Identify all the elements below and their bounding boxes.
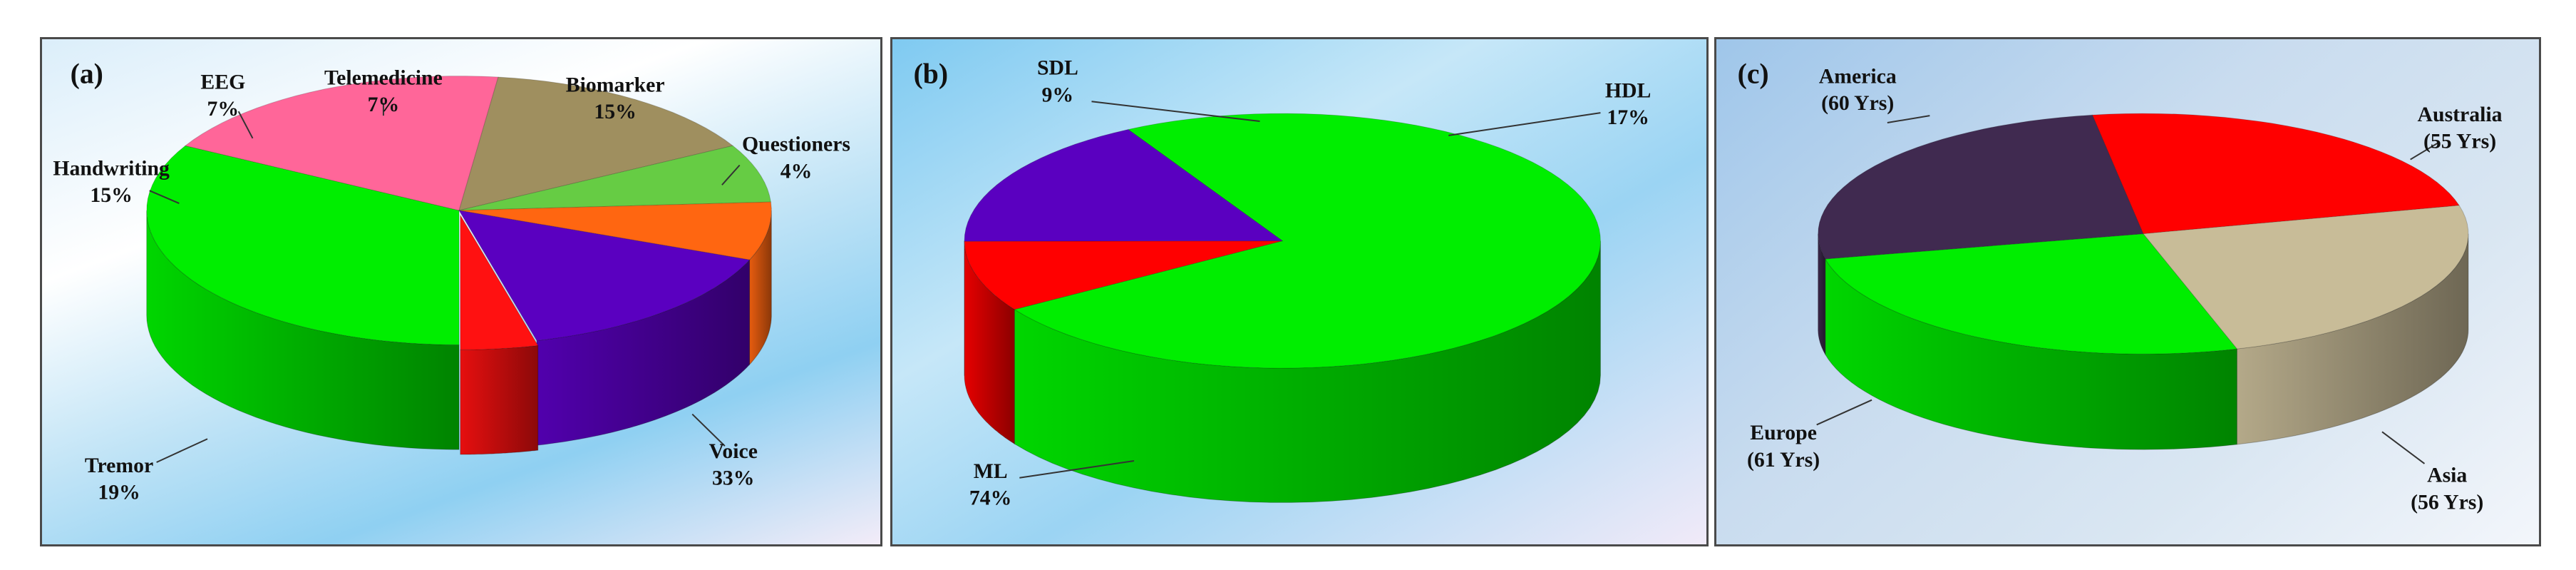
slice-label-europe: Europe — [1750, 421, 1817, 444]
pie-slice-telemedicine — [458, 201, 772, 260]
panel-label: (b) — [914, 58, 948, 89]
pie-slice-america — [1818, 114, 2144, 260]
pie-slices — [146, 76, 772, 350]
pie-slice-voice — [146, 145, 460, 345]
pie-slices — [964, 113, 1601, 369]
slice-label-australia: Australia — [2418, 103, 2503, 126]
leader-line-sdl — [1091, 101, 1260, 123]
slice-label-ml: ML — [974, 459, 1008, 483]
pie-walls — [146, 210, 772, 455]
pie-chart-b-svg: (b) ML 74% SDL 9% HDL 17% — [914, 56, 1652, 510]
leader-line-questioners — [721, 164, 741, 185]
pie-chart-panel-b: (b) ML 74% SDL 9% HDL 17% — [890, 37, 1709, 546]
slice-value-america: (60 Yrs) — [1821, 91, 1894, 115]
pie-walls — [964, 240, 1601, 503]
leader-line-europe — [1816, 399, 1872, 426]
slice-value-eeg: 7% — [207, 97, 239, 121]
leader-line-asia — [2381, 431, 2426, 464]
slice-value-australia: (55 Yrs) — [2423, 130, 2496, 153]
pie-slice-sdl — [964, 240, 1283, 310]
slice-label-telemedicine: Telemedicine — [324, 66, 443, 89]
slice-label-asia: Asia — [2427, 464, 2467, 487]
leader-line-tremor — [156, 438, 208, 463]
slice-label-tremor: Tremor — [85, 454, 153, 477]
pie-labels: Australia (55 Yrs) Asia (56 Yrs) Europe (61 Y… — [1747, 64, 2503, 514]
panel-label: (a) — [71, 58, 103, 89]
pie-chart-c-svg: (c) Australia (55 Yrs) Asia (56 Yrs) Europe (6… — [1738, 58, 2503, 514]
pie-wall-america — [1818, 233, 1826, 356]
slice-label-eeg: EEG — [200, 70, 245, 93]
slice-label-voice: Voice — [709, 439, 758, 463]
pie-slices — [1818, 113, 2469, 355]
leader-line-voice — [691, 413, 726, 447]
pie-labels: ML 74% SDL 9% HDL 17% — [969, 56, 1651, 510]
slice-value-telemedicine: 7% — [368, 93, 400, 116]
pie-slice-europe — [1824, 233, 2238, 355]
pie-slice-hdl — [964, 128, 1284, 242]
panel-label: (c) — [1738, 58, 1769, 89]
slice-value-europe: (61 Yrs) — [1747, 448, 1820, 472]
pie-wall-voice — [146, 210, 460, 450]
slice-value-hdl: 17% — [1607, 106, 1649, 129]
pie-slice-asia — [2142, 205, 2469, 350]
slice-value-voice: 33% — [712, 467, 754, 490]
pie-chart-panel-a: (a) Voice 33% Tremor 19% Handwriting 15% EEG 7% T… — [40, 37, 882, 546]
slice-label-hdl: HDL — [1605, 78, 1651, 102]
pie-chart-panel-c: (c) Australia (55 Yrs) Asia (56 Yrs) Europe (6… — [1714, 37, 2541, 546]
pie-slice-eeg — [458, 145, 772, 211]
pie-slice-handwriting — [458, 76, 734, 211]
pie-slice-tremor — [184, 76, 499, 211]
leader-line-australia — [2410, 141, 2439, 161]
leader-line-eeg — [237, 111, 254, 139]
slice-label-questioners: Questioners — [742, 133, 850, 156]
slice-label-handwriting: Handwriting — [53, 156, 170, 180]
pie-wall-questioners — [460, 345, 539, 455]
pie-chart-a-svg: (a) Voice 33% Tremor 19% Handwriting 15% EEG 7% T… — [53, 58, 850, 504]
leader-line-handwriting — [149, 190, 180, 204]
slice-value-ml: 74% — [969, 486, 1011, 509]
pie-slice-biomarker — [458, 210, 751, 341]
leader-line-hdl — [1448, 112, 1601, 136]
pie-slice-ml — [1014, 113, 1601, 369]
pie-labels: Voice 33% Tremor 19% Handwriting 15% EEG 7% Tele… — [53, 66, 850, 504]
slice-value-asia: (56 Yrs) — [2411, 490, 2483, 514]
pie-slice-australia — [2091, 113, 2460, 235]
slice-value-questioners: 4% — [780, 159, 813, 183]
pie-wall-sdl — [964, 241, 1015, 445]
leader-line-ml — [1019, 460, 1135, 479]
slice-value-handwriting: 15% — [90, 183, 132, 207]
leader-line-america — [1887, 115, 1930, 123]
pie-walls — [1818, 233, 2469, 450]
slice-value-sdl: 9% — [1042, 83, 1074, 106]
slice-value-biomarker: 15% — [594, 100, 636, 123]
slice-label-biomarker: Biomarker — [566, 73, 665, 96]
pie-slice-questioners — [460, 214, 539, 350]
slice-label-sdl: SDL — [1037, 56, 1078, 80]
slice-label-america: America — [1819, 64, 1897, 88]
slice-value-tremor: 19% — [98, 481, 140, 504]
